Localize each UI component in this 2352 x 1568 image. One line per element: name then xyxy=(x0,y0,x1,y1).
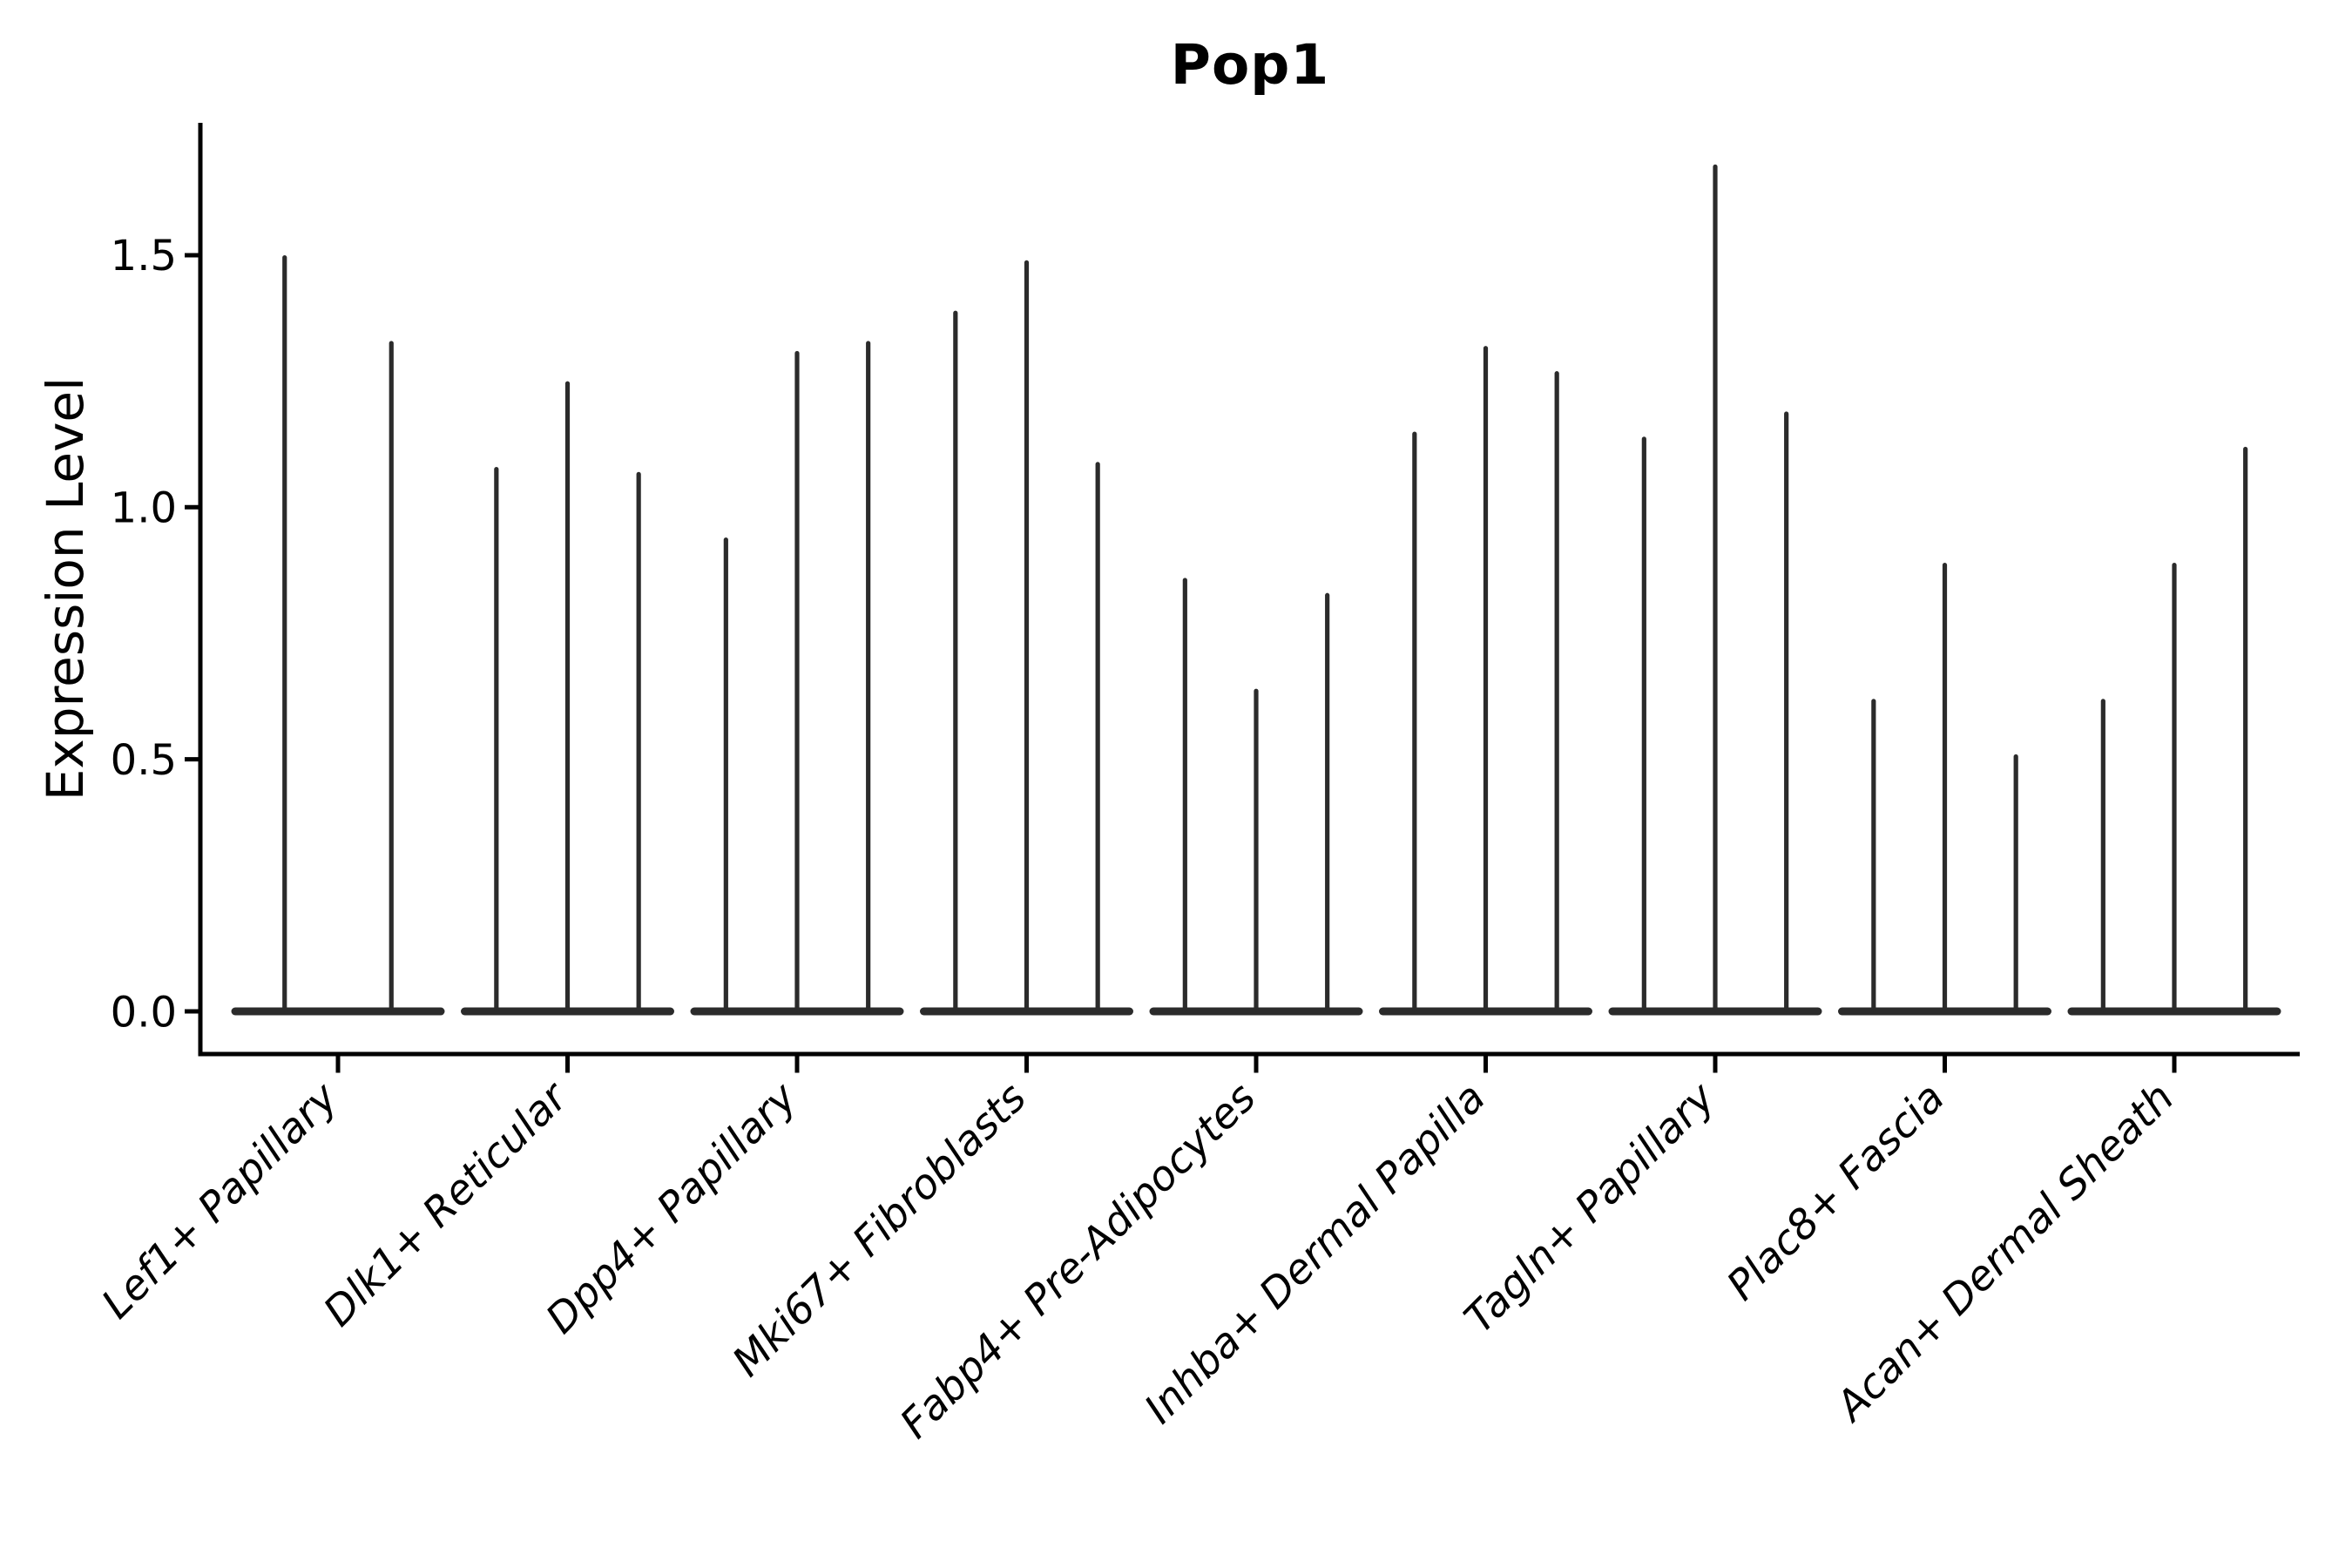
x-category-label: Tagln+ Papillary xyxy=(1456,1073,1726,1343)
y-axis-title: Expression Level xyxy=(36,376,95,801)
x-category-label: Dlk1+ Reticular xyxy=(314,1072,578,1336)
y-tick-label: 0.0 xyxy=(111,988,177,1037)
y-tick-label: 1.0 xyxy=(111,484,177,533)
violin-body xyxy=(231,1007,445,1016)
y-tick-label: 1.5 xyxy=(111,232,177,280)
x-category-label: Lef1+ Papillary xyxy=(92,1073,348,1328)
x-category-label: Plac8+ Fascia xyxy=(1718,1074,1954,1310)
x-category-label: Dpp4+ Papillary xyxy=(537,1073,807,1343)
y-tick-label: 0.5 xyxy=(111,736,177,785)
plot-title: Pop1 xyxy=(1170,33,1330,97)
